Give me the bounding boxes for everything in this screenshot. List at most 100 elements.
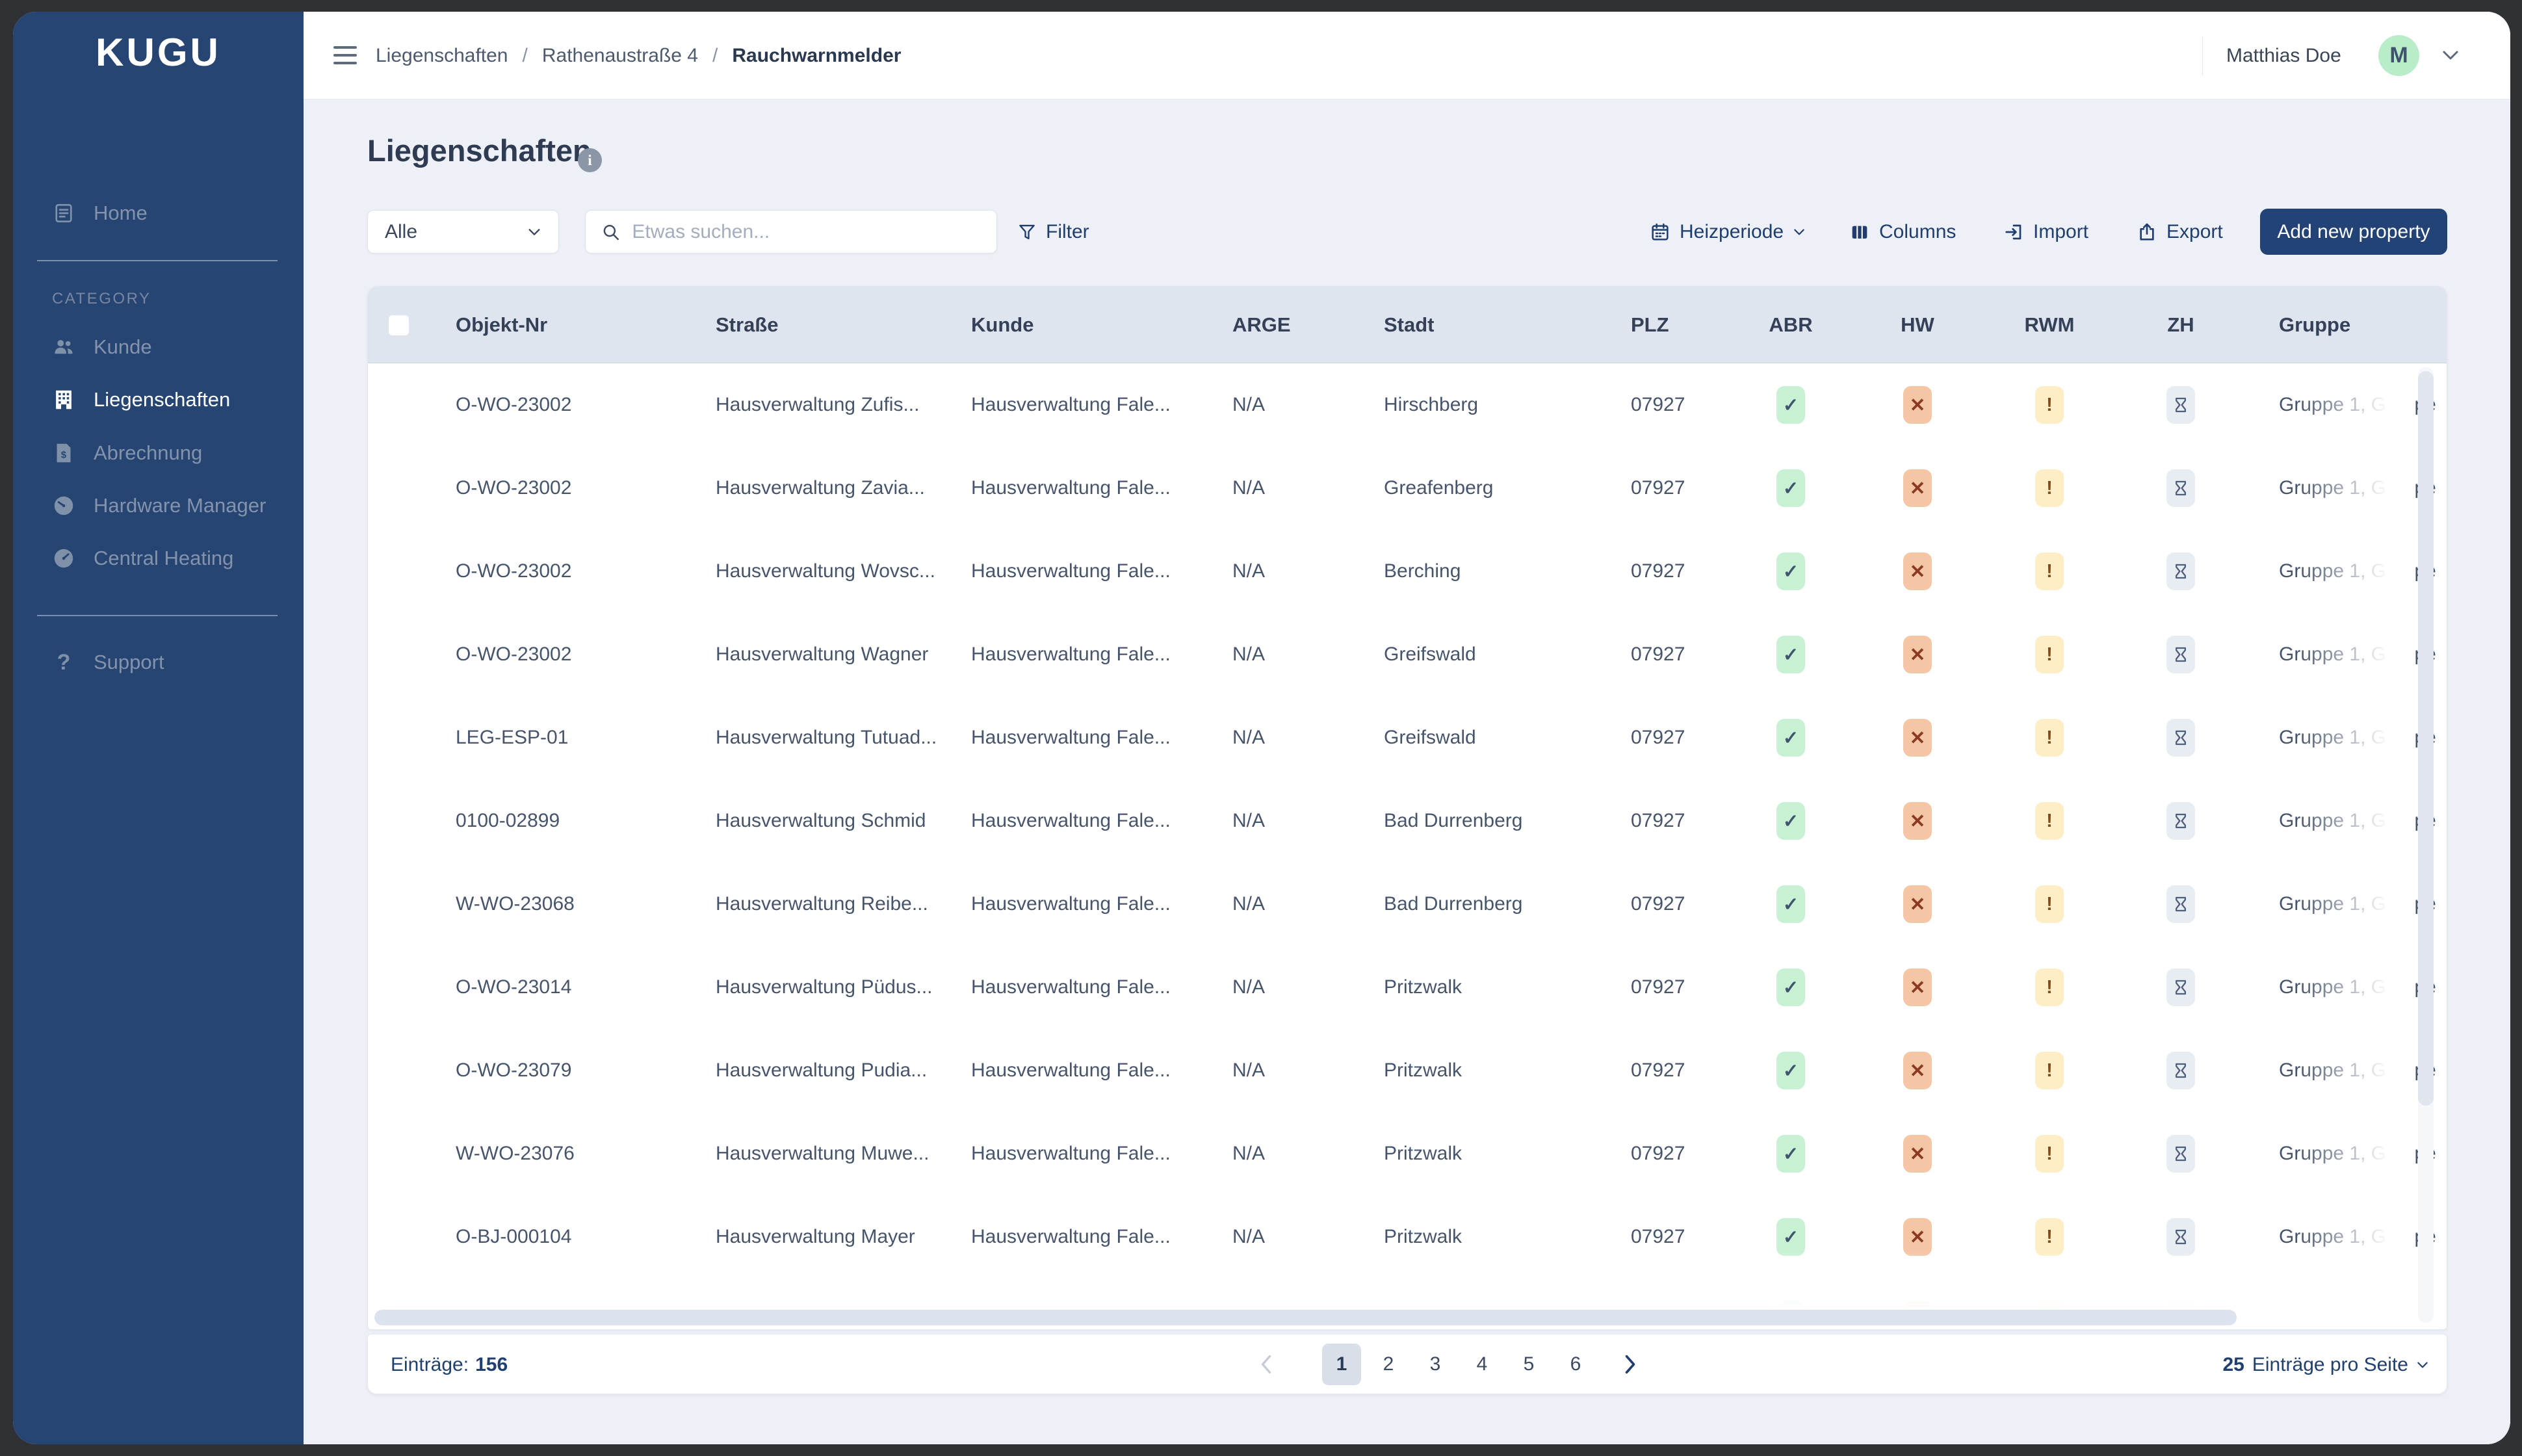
status-badge-hw: ✕: [1903, 386, 1932, 424]
table-row[interactable]: W-WO-23076 Hausverwaltung Muwe... Hausve…: [368, 1112, 2447, 1195]
table-row[interactable]: O-BJ-000104 Hausverwaltung Mayer Hausver…: [368, 1195, 2447, 1279]
kugu-logo: KUGU: [96, 31, 221, 74]
cell-gruppe: Gruppe 1, Gruppe: [2279, 560, 2436, 582]
status-badge-hw: ✕: [1903, 636, 1932, 673]
hourglass-icon: [2176, 564, 2186, 579]
column-header-stadt[interactable]: Stadt: [1384, 313, 1435, 336]
sidebar-item-kunde[interactable]: Kunde: [13, 324, 304, 370]
cell-strasse: Hausverwaltung Tutuad...: [716, 727, 937, 748]
vertical-scrollbar[interactable]: [2418, 371, 2434, 1106]
filter-button[interactable]: Filter: [1017, 210, 1089, 254]
table-row[interactable]: O-WO-23079 Hausverwaltung Pudia... Hausv…: [368, 1029, 2447, 1112]
column-header-arge[interactable]: ARGE: [1232, 313, 1291, 336]
page-button-6[interactable]: 6: [1570, 1353, 1581, 1375]
table-row[interactable]: W-WO-23068 Hausverwaltung Reibe... Hausv…: [368, 863, 2447, 946]
column-header-strasse[interactable]: Straße: [716, 313, 779, 336]
cell-objekt-nr: O-WO-23002: [456, 477, 572, 499]
export-button[interactable]: Export: [2137, 210, 2223, 254]
cell-kunde: Hausverwaltung Fale...: [971, 1060, 1171, 1081]
column-header-plz[interactable]: PLZ: [1631, 313, 1669, 336]
scope-select[interactable]: Alle: [367, 210, 559, 254]
cell-objekt-nr: LEG-ESP-01: [456, 727, 569, 748]
table-row[interactable]: O-WO-23002 Hausverwaltung Zufis... Hausv…: [368, 363, 2447, 447]
cell-objekt-nr: O-WO-23079: [456, 1060, 572, 1081]
add-new-property-button[interactable]: Add new property: [2260, 209, 2447, 255]
cell-gruppe: Gruppe 1, Gruppe: [2279, 1226, 2436, 1247]
next-page-icon[interactable]: [1611, 1344, 1650, 1385]
cell-gruppe: Gruppe 1, Gruppe: [2279, 394, 2436, 415]
breadcrumb-rathenaustrasse[interactable]: Rathenaustraße 4: [541, 44, 698, 66]
status-badge-hw: ✕: [1903, 552, 1932, 590]
cell-stadt: Bad Durrenberg: [1384, 893, 1523, 915]
table-row[interactable]: O-WO-23002 Hausverwaltung Wagner Hausver…: [368, 613, 2447, 696]
sidebar-item-central-heating[interactable]: Central Heating: [13, 535, 304, 582]
user-name[interactable]: Matthias Doe: [2226, 44, 2341, 66]
cell-kunde: Hausverwaltung Fale...: [971, 477, 1171, 499]
import-icon: [2005, 224, 2022, 239]
previous-page-icon[interactable]: [1247, 1344, 1286, 1385]
select-all-checkbox[interactable]: [389, 315, 409, 335]
entries-value: 156: [475, 1353, 508, 1375]
avatar[interactable]: M: [2378, 35, 2419, 76]
sidebar-item-home[interactable]: Home: [13, 190, 304, 237]
status-badge-hw: ✕: [1903, 885, 1932, 923]
column-header-rwm[interactable]: RWM: [2024, 313, 2075, 336]
columns-button[interactable]: Columns: [1849, 210, 1956, 254]
page-button-1[interactable]: 1: [1322, 1344, 1361, 1385]
chevron-down-icon[interactable]: [2441, 48, 2460, 62]
column-header-kunde[interactable]: Kunde: [971, 313, 1034, 336]
cell-plz: 07927: [1631, 1226, 1685, 1247]
svg-text:$: $: [61, 450, 67, 461]
cell-arge: N/A: [1232, 1060, 1266, 1081]
table-header: Objekt-Nr Straße Kunde ARGE Stadt PLZ AB…: [368, 287, 2447, 363]
status-badge-zh: [2166, 968, 2195, 1006]
table-row[interactable]: O-WO-23002 Hausverwaltung Zavia... Hausv…: [368, 447, 2447, 530]
cell-gruppe: Gruppe 1, Gruppe: [2279, 644, 2436, 665]
status-badge-zh: [2166, 469, 2195, 507]
column-header-hw[interactable]: HW: [1901, 313, 1934, 336]
per-page-select[interactable]: 25 Einträge pro Seite: [2222, 1334, 2429, 1395]
sidebar-item-liegenschaften[interactable]: Liegenschaften: [13, 376, 304, 423]
cell-gruppe: Gruppe 1, Gruppe: [2279, 727, 2436, 748]
cell-plz: 07927: [1631, 1060, 1685, 1081]
calendar-icon: [1652, 223, 1669, 240]
cell-objekt-nr: O-BJ-000104: [456, 1226, 572, 1247]
page-button-4[interactable]: 4: [1476, 1353, 1488, 1375]
cell-gruppe: Gruppe 1, Gruppe: [2279, 976, 2436, 998]
sidebar-item-hardware-manager[interactable]: Hardware Manager: [13, 482, 304, 529]
horizontal-scrollbar[interactable]: [374, 1310, 2237, 1325]
cell-arge: N/A: [1232, 893, 1266, 915]
table-row[interactable]: 0100-02899 Hausverwaltung Schmid Hausver…: [368, 779, 2447, 863]
column-header-abr[interactable]: ABR: [1769, 313, 1813, 336]
column-header-zh[interactable]: ZH: [2167, 313, 2194, 336]
sidebar-item-support[interactable]: ? Support: [13, 639, 304, 686]
info-icon[interactable]: i: [578, 148, 602, 172]
column-header-gruppe[interactable]: Gruppe: [2279, 313, 2351, 336]
page-button-3[interactable]: 3: [1429, 1353, 1441, 1375]
top-header: Liegenschaften / Rathenaustraße 4 / Rauc…: [304, 12, 2510, 99]
status-badge-rwm: !: [2035, 802, 2064, 840]
menu-icon[interactable]: [333, 44, 357, 66]
per-page-label: Einträge pro Seite: [2252, 1353, 2408, 1375]
invoice-icon: $: [51, 440, 77, 466]
heizperiode-dropdown[interactable]: Heizperiode: [1650, 210, 1806, 254]
page-button-5[interactable]: 5: [1523, 1353, 1535, 1375]
cell-strasse: Hausverwaltung Wovsc...: [716, 560, 935, 582]
table-row[interactable]: O-WO-23014 Hausverwaltung Püdus... Hausv…: [368, 946, 2447, 1029]
page-button-2[interactable]: 2: [1383, 1353, 1394, 1375]
search-input[interactable]: [632, 220, 981, 243]
cell-strasse: Hausverwaltung Mayer: [716, 1226, 915, 1247]
status-badge-rwm: !: [2035, 469, 2064, 507]
sidebar-item-abrechnung[interactable]: $ Abrechnung: [13, 430, 304, 476]
status-badge-zh: [2166, 719, 2195, 757]
table-row[interactable]: O-WO-23002 Hausverwaltung Wovsc... Hausv…: [368, 530, 2447, 613]
column-header-objekt-nr[interactable]: Objekt-Nr: [456, 313, 548, 336]
cell-strasse: Hausverwaltung Püdus...: [716, 976, 933, 998]
breadcrumb-liegenschaften[interactable]: Liegenschaften: [376, 44, 508, 66]
cell-gruppe: Gruppe 1, Gruppe: [2279, 477, 2436, 499]
table-row[interactable]: LEG-ESP-01 Hausverwaltung Tutuad... Haus…: [368, 696, 2447, 779]
import-button[interactable]: Import: [2003, 210, 2088, 254]
cell-plz: 07927: [1631, 976, 1685, 998]
question-icon: ?: [57, 649, 71, 675]
